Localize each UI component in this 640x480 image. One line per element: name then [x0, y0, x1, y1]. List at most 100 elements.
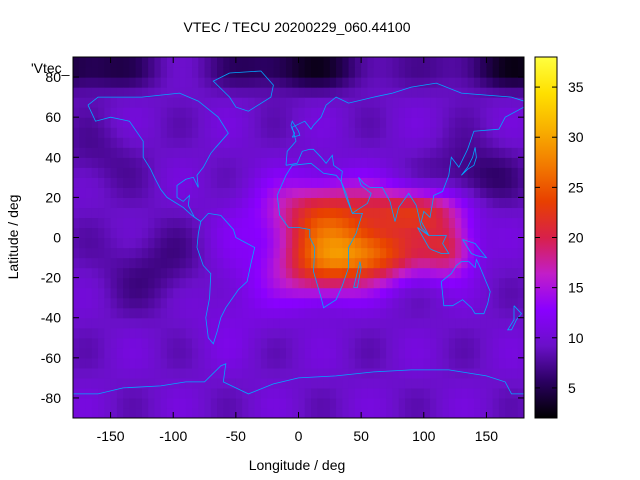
- heat-cell: [404, 167, 412, 178]
- heat-cell: [242, 247, 249, 259]
- heat-cell: [373, 87, 381, 98]
- heat-cell: [386, 247, 394, 259]
- heat-cell: [342, 177, 350, 188]
- heat-cell: [235, 337, 243, 349]
- heat-cell: [417, 397, 425, 409]
- heat-cell: [511, 187, 519, 198]
- heat-cell: [73, 227, 80, 239]
- heat-cell: [204, 77, 212, 88]
- heat-cell: [392, 107, 400, 118]
- heat-cell: [386, 227, 394, 239]
- heat-cell: [411, 357, 419, 369]
- heat-cell: [323, 317, 331, 329]
- heat-cell: [354, 167, 362, 178]
- heat-cell: [104, 107, 112, 118]
- heat-cell: [116, 327, 124, 339]
- heat-cell: [498, 197, 506, 209]
- heat-cell: [448, 307, 456, 319]
- heat-cell: [235, 107, 243, 118]
- heat-cell: [517, 87, 524, 98]
- heat-cell: [392, 287, 400, 299]
- heat-cell: [486, 347, 494, 359]
- heat-cell: [179, 277, 187, 289]
- heat-cell: [423, 207, 431, 219]
- heat-cell: [129, 377, 137, 389]
- heat-cell: [110, 137, 118, 148]
- heat-cell: [173, 267, 181, 279]
- heat-cell: [442, 217, 450, 229]
- heat-cell: [248, 157, 256, 168]
- heat-cell: [116, 137, 124, 148]
- heat-cell: [91, 347, 99, 359]
- heat-cell: [430, 347, 437, 359]
- heat-cell: [98, 57, 105, 68]
- heat-cell: [185, 407, 193, 418]
- heat-cell: [248, 377, 256, 389]
- heat-cell: [279, 137, 287, 148]
- heat-cell: [179, 287, 187, 299]
- heat-cell: [505, 197, 513, 209]
- heat-cell: [298, 357, 306, 369]
- heat-cell: [104, 167, 112, 178]
- heat-cell: [129, 117, 137, 128]
- heat-cell: [505, 317, 513, 329]
- heat-cell: [398, 137, 406, 148]
- heat-cell: [192, 127, 199, 138]
- heat-cell: [379, 257, 387, 269]
- heat-cell: [135, 267, 143, 279]
- heat-cell: [292, 387, 300, 399]
- heat-cell: [217, 57, 224, 68]
- heat-cell: [461, 97, 469, 108]
- heat-cell: [223, 387, 231, 399]
- heat-cell: [436, 377, 444, 389]
- heat-cell: [411, 147, 419, 158]
- heat-cell: [166, 257, 174, 269]
- heat-cell: [505, 77, 513, 88]
- heat-cell: [123, 97, 130, 108]
- heat-cell: [386, 57, 394, 68]
- heat-cell: [486, 227, 494, 239]
- heat-cell: [461, 187, 469, 198]
- heat-cell: [141, 147, 149, 158]
- heat-cell: [229, 117, 237, 128]
- heat-cell: [386, 397, 394, 409]
- heat-cell: [285, 227, 293, 239]
- heat-cell: [123, 177, 130, 188]
- heat-cell: [367, 267, 375, 279]
- y-tick-label: 40: [45, 149, 61, 165]
- heat-cell: [436, 237, 444, 249]
- y-tick-label: -80: [41, 390, 61, 406]
- heat-cell: [73, 287, 80, 299]
- heat-cell: [348, 137, 356, 148]
- heat-cell: [386, 97, 394, 108]
- heat-cell: [392, 347, 400, 359]
- heat-cell: [110, 377, 118, 389]
- heat-cell: [329, 217, 337, 229]
- heat-cell: [104, 227, 112, 239]
- heat-cell: [210, 307, 218, 319]
- heat-cell: [123, 257, 130, 269]
- heat-cell: [104, 337, 112, 349]
- heat-cell: [166, 147, 174, 158]
- heat-cell: [185, 327, 193, 339]
- heat-cell: [448, 247, 456, 259]
- heat-cell: [129, 197, 137, 209]
- heat-cell: [85, 357, 93, 369]
- heat-cell: [336, 197, 343, 209]
- heat-cell: [185, 127, 193, 138]
- heat-cell: [229, 307, 237, 319]
- heat-cell: [423, 387, 431, 399]
- heat-cell: [223, 57, 231, 68]
- heat-cell: [166, 177, 174, 188]
- heat-cell: [517, 347, 524, 359]
- heat-cell: [104, 77, 112, 88]
- heat-cell: [179, 77, 187, 88]
- heat-cell: [79, 277, 87, 289]
- heat-cell: [79, 147, 87, 158]
- heat-cell: [135, 137, 143, 148]
- heat-cell: [148, 307, 156, 319]
- heat-cell: [285, 287, 293, 299]
- heat-cell: [398, 307, 406, 319]
- heat-cell: [217, 197, 224, 209]
- heat-cell: [242, 117, 249, 128]
